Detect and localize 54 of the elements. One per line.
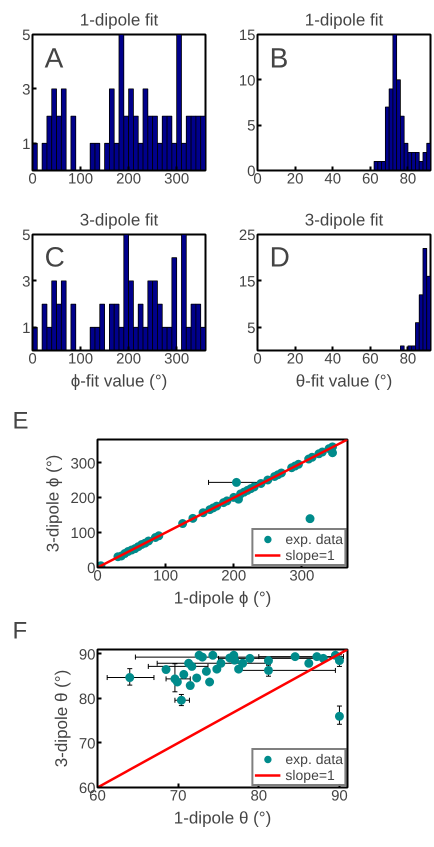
x-axis-title: ϕ-fit value (°)	[70, 372, 168, 390]
y-tick-label: 1	[22, 136, 30, 153]
y-tick-label: 5	[247, 320, 256, 337]
y-tick-label: 200	[70, 490, 96, 508]
x-tick-label: 300	[164, 170, 190, 188]
y-tick-label: 1	[22, 320, 30, 337]
text: E	[12, 408, 29, 434]
chart-title: 1-dipole fit	[80, 10, 158, 30]
x-tick-label: 40	[324, 170, 342, 188]
legend-label: slope=1	[285, 767, 335, 783]
y-tick-label: 3	[22, 81, 30, 98]
y-tick-label: 15	[238, 27, 256, 44]
annotation: D	[270, 241, 290, 272]
x-tick-label: 90	[331, 788, 348, 804]
legend-label: slope=1	[285, 547, 335, 563]
legend-label: exp. data	[285, 751, 343, 767]
y-tick-label: 5	[22, 227, 30, 244]
chart-title: 3-dipole fit	[80, 210, 158, 230]
x-axis-title: 1-dipole θ (°)	[174, 808, 272, 828]
x-tick-label: 60	[362, 170, 379, 188]
x-tick-label: 300	[289, 568, 314, 584]
y-tick-label: 100	[70, 525, 96, 542]
x-tick-label: 200	[116, 350, 142, 368]
x-tick-label: 60	[362, 350, 379, 368]
x-tick-label: 20	[286, 170, 304, 188]
annotation: B	[270, 42, 288, 74]
legend-label: exp. data	[285, 531, 343, 547]
chart-title: 3-dipole fit	[304, 210, 384, 230]
y-tick-label: 5	[247, 118, 256, 135]
y-tick-label: 5	[22, 27, 30, 44]
chart-title: 1-dipole fit	[304, 10, 384, 30]
y-tick-label: 3	[22, 273, 30, 290]
y-tick-label: 10	[238, 72, 256, 90]
y-axis-title: 3-dipole θ (°)	[52, 670, 71, 768]
y-axis-title: 3-dipole ϕ (°)	[43, 454, 62, 552]
y-tick-label: 70	[78, 735, 96, 752]
x-tick-label: 70	[170, 788, 186, 804]
y-tick-label: 25	[238, 227, 256, 244]
annotation: A	[44, 42, 64, 74]
x-tick-label: 80	[400, 170, 416, 188]
x-axis-title: θ-fit value (°)	[296, 372, 392, 390]
y-tick-label: 15	[238, 273, 256, 290]
text: F	[12, 618, 28, 644]
x-tick-label: 40	[324, 350, 342, 368]
x-tick-label: 80	[400, 350, 416, 368]
annotation: C	[44, 241, 65, 272]
x-tick-label: 100	[153, 568, 178, 584]
y-tick-label: 80	[78, 690, 96, 708]
y-tick-label: 300	[70, 455, 96, 472]
x-tick-label: 200	[116, 170, 142, 188]
x-tick-label: 300	[164, 350, 190, 368]
x-axis-title: 1-dipole ϕ (°)	[174, 588, 272, 608]
y-tick-label: 90	[78, 646, 96, 664]
x-tick-label: 20	[286, 350, 304, 368]
